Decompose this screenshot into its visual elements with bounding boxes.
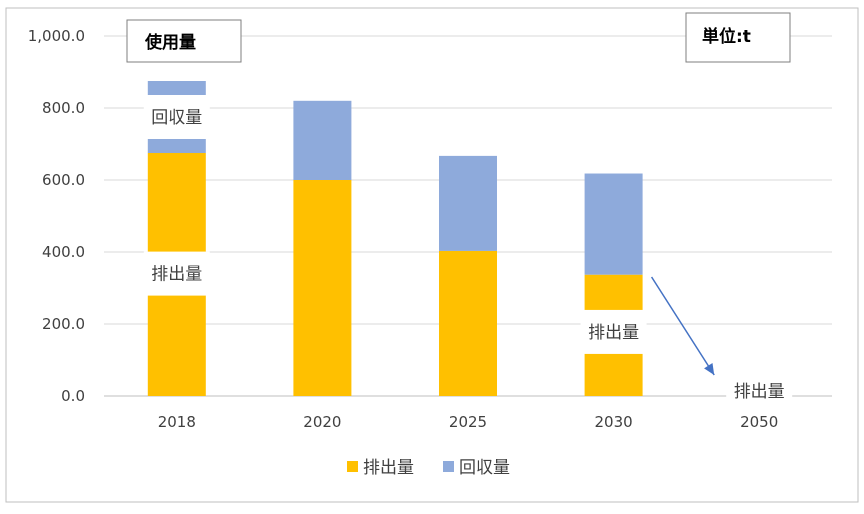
x-tick-label: 2018 — [158, 413, 196, 431]
y-tick-label: 800.0 — [42, 99, 85, 117]
bar-emission-2020 — [293, 180, 352, 396]
y-tick-label: 1,000.0 — [28, 27, 85, 45]
bar-recovery-2025 — [439, 155, 497, 251]
y-axis-ticks: 0.0 200.0 400.0 600.0 800.0 1,000.0 — [28, 27, 85, 405]
annotation-bg — [143, 251, 210, 296]
annotation-label: 排出量 — [588, 323, 639, 343]
legend-swatch-recovery — [443, 461, 454, 472]
unit-box-frame — [685, 12, 791, 63]
unit-box: 単位:t — [685, 12, 791, 63]
x-tick-label: 2025 — [449, 413, 487, 431]
x-tick-label: 2020 — [303, 413, 341, 431]
trend-arrow-head — [704, 363, 715, 375]
y-tick-label: 200.0 — [42, 315, 85, 333]
annotation-label: 排出量 — [151, 265, 202, 285]
chart-frame — [5, 7, 859, 503]
bar-recovery-2030 — [584, 173, 643, 275]
annotation-bg — [726, 369, 793, 413]
title-box-frame — [126, 19, 242, 63]
annotation-label: 回収量 — [151, 108, 202, 128]
x-tick-label: 2050 — [740, 413, 778, 431]
x-tick-label: 2030 — [595, 413, 633, 431]
annotation-label: 排出量 — [734, 382, 785, 402]
trend-arrow-line — [650, 276, 715, 376]
annotation-bg — [580, 309, 647, 354]
x-axis-ticks: 2018 2020 2025 2030 2050 — [158, 413, 779, 431]
title-box-text: 使用量 — [144, 32, 196, 53]
legend-label-emission: 排出量 — [363, 458, 414, 478]
legend: 排出量 回収量 — [347, 458, 510, 478]
bar-recovery-2020 — [293, 100, 352, 180]
legend-swatch-emission — [347, 461, 358, 472]
y-tick-label: 400.0 — [42, 243, 85, 261]
annotation-bg — [143, 95, 210, 139]
title-box: 使用量 — [126, 19, 242, 63]
y-tick-label: 600.0 — [42, 171, 85, 189]
legend-label-recovery: 回収量 — [459, 458, 510, 478]
bar-emission-2025 — [439, 250, 497, 396]
unit-box-text: 単位:t — [702, 26, 751, 47]
y-tick-label: 0.0 — [61, 387, 85, 405]
